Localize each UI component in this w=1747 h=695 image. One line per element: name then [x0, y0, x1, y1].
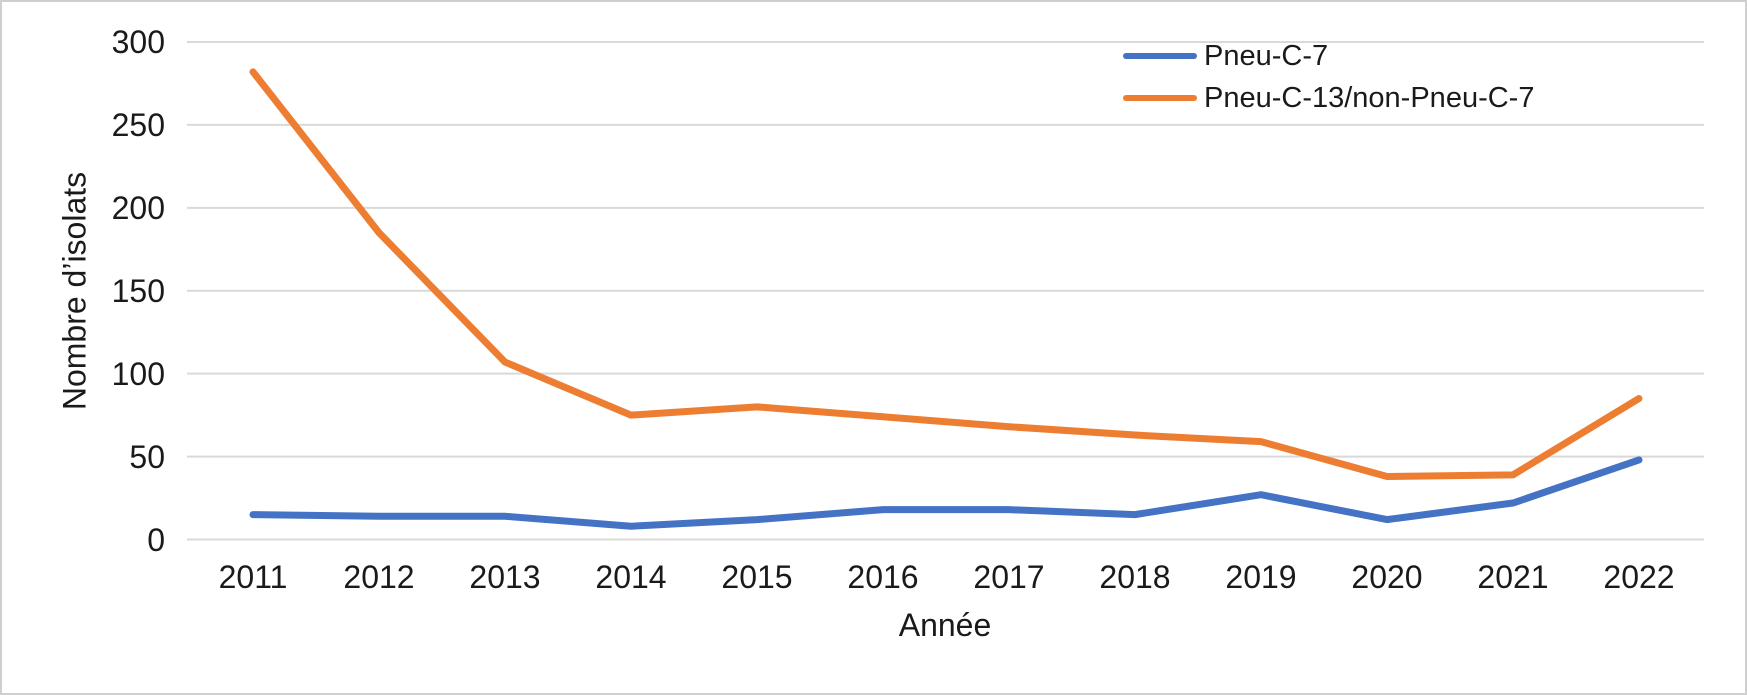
x-tick-label: 2014	[595, 559, 667, 595]
x-tick-label: 2022	[1603, 559, 1675, 595]
x-tick-label: 2017	[973, 559, 1045, 595]
series-line-pneu-c-13-non-pneu-c-7	[249, 68, 1643, 480]
x-tick-label: 2012	[343, 559, 415, 595]
y-tick-label: 100	[111, 355, 165, 392]
y-tick-label: 200	[111, 189, 165, 226]
x-tick-label: 2016	[847, 559, 919, 595]
legend-item-pneu-c-13-non-pneu-c-7: Pneu-C-13/non-Pneu-C-7	[1123, 77, 1534, 119]
x-axis-title: Année	[898, 607, 992, 643]
legend-line-swatch-blue	[1123, 53, 1197, 59]
series-lines	[249, 68, 1643, 530]
legend-label: Pneu-C-7	[1204, 39, 1329, 72]
x-tick-label: 2013	[469, 559, 541, 595]
y-tick-label: 150	[111, 272, 165, 309]
series-line-pneu-c-7	[249, 456, 1643, 530]
x-tick-label: 2011	[218, 559, 288, 595]
y-tick-label: 50	[129, 438, 165, 475]
x-tick-label: 2015	[721, 559, 793, 595]
x-tick-label: 2019	[1225, 559, 1297, 595]
y-tick-label: 300	[111, 24, 165, 60]
x-tick-label: 2018	[1099, 559, 1171, 595]
y-tick-label: 0	[147, 521, 165, 558]
y-tick-label: 250	[111, 106, 165, 143]
legend-item-pneu-c-7: Pneu-C-7	[1123, 35, 1534, 77]
y-axis-title: Nombre d’isolats	[56, 171, 93, 411]
legend: Pneu-C-7 Pneu-C-13/non-Pneu-C-7	[1123, 35, 1534, 119]
x-tick-label: 2021	[1477, 559, 1549, 595]
x-tick-label: 2020	[1351, 559, 1423, 595]
legend-label: Pneu-C-13/non-Pneu-C-7	[1204, 81, 1535, 114]
legend-line-swatch-orange	[1123, 95, 1197, 101]
